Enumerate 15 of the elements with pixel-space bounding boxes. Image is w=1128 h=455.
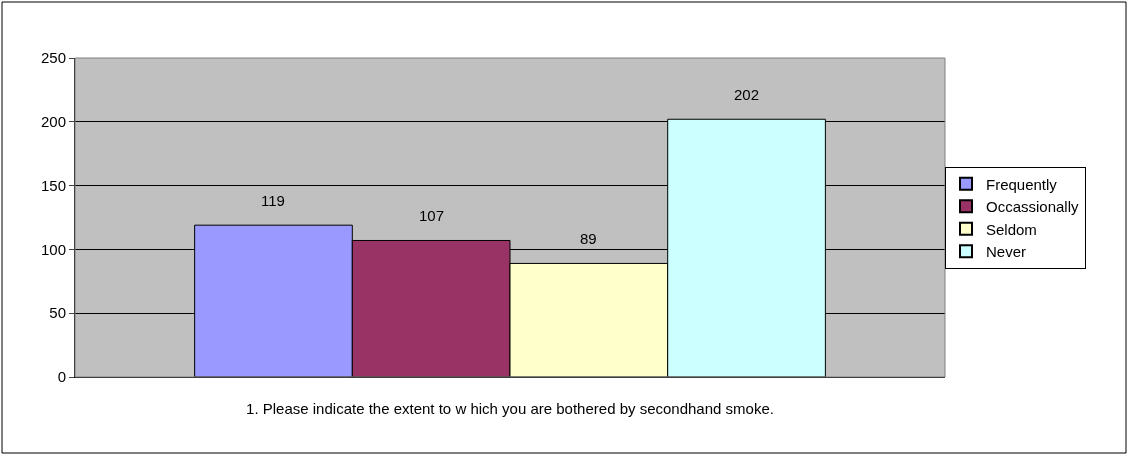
data-label: 119 <box>261 192 285 209</box>
legend-label: Frequently <box>986 175 1058 193</box>
y-tick-label: 50 <box>49 304 66 322</box>
data-label: 202 <box>734 86 760 103</box>
y-tick-label: 150 <box>40 176 66 194</box>
y-tick-label: 200 <box>40 113 66 131</box>
data-label: 107 <box>419 207 445 224</box>
y-tick-label: 0 <box>57 368 66 386</box>
legend-label: Never <box>986 243 1027 261</box>
legend-label: Occassionally <box>986 198 1080 216</box>
x-tick-label: 1. Please indicate the extent to w hich you are bothered by secondhand smoke. <box>246 400 774 417</box>
data-label: 89 <box>580 230 597 247</box>
y-tick-label: 250 <box>40 49 66 67</box>
legend-label: Seldom <box>986 220 1037 238</box>
y-tick-label: 100 <box>40 240 66 258</box>
